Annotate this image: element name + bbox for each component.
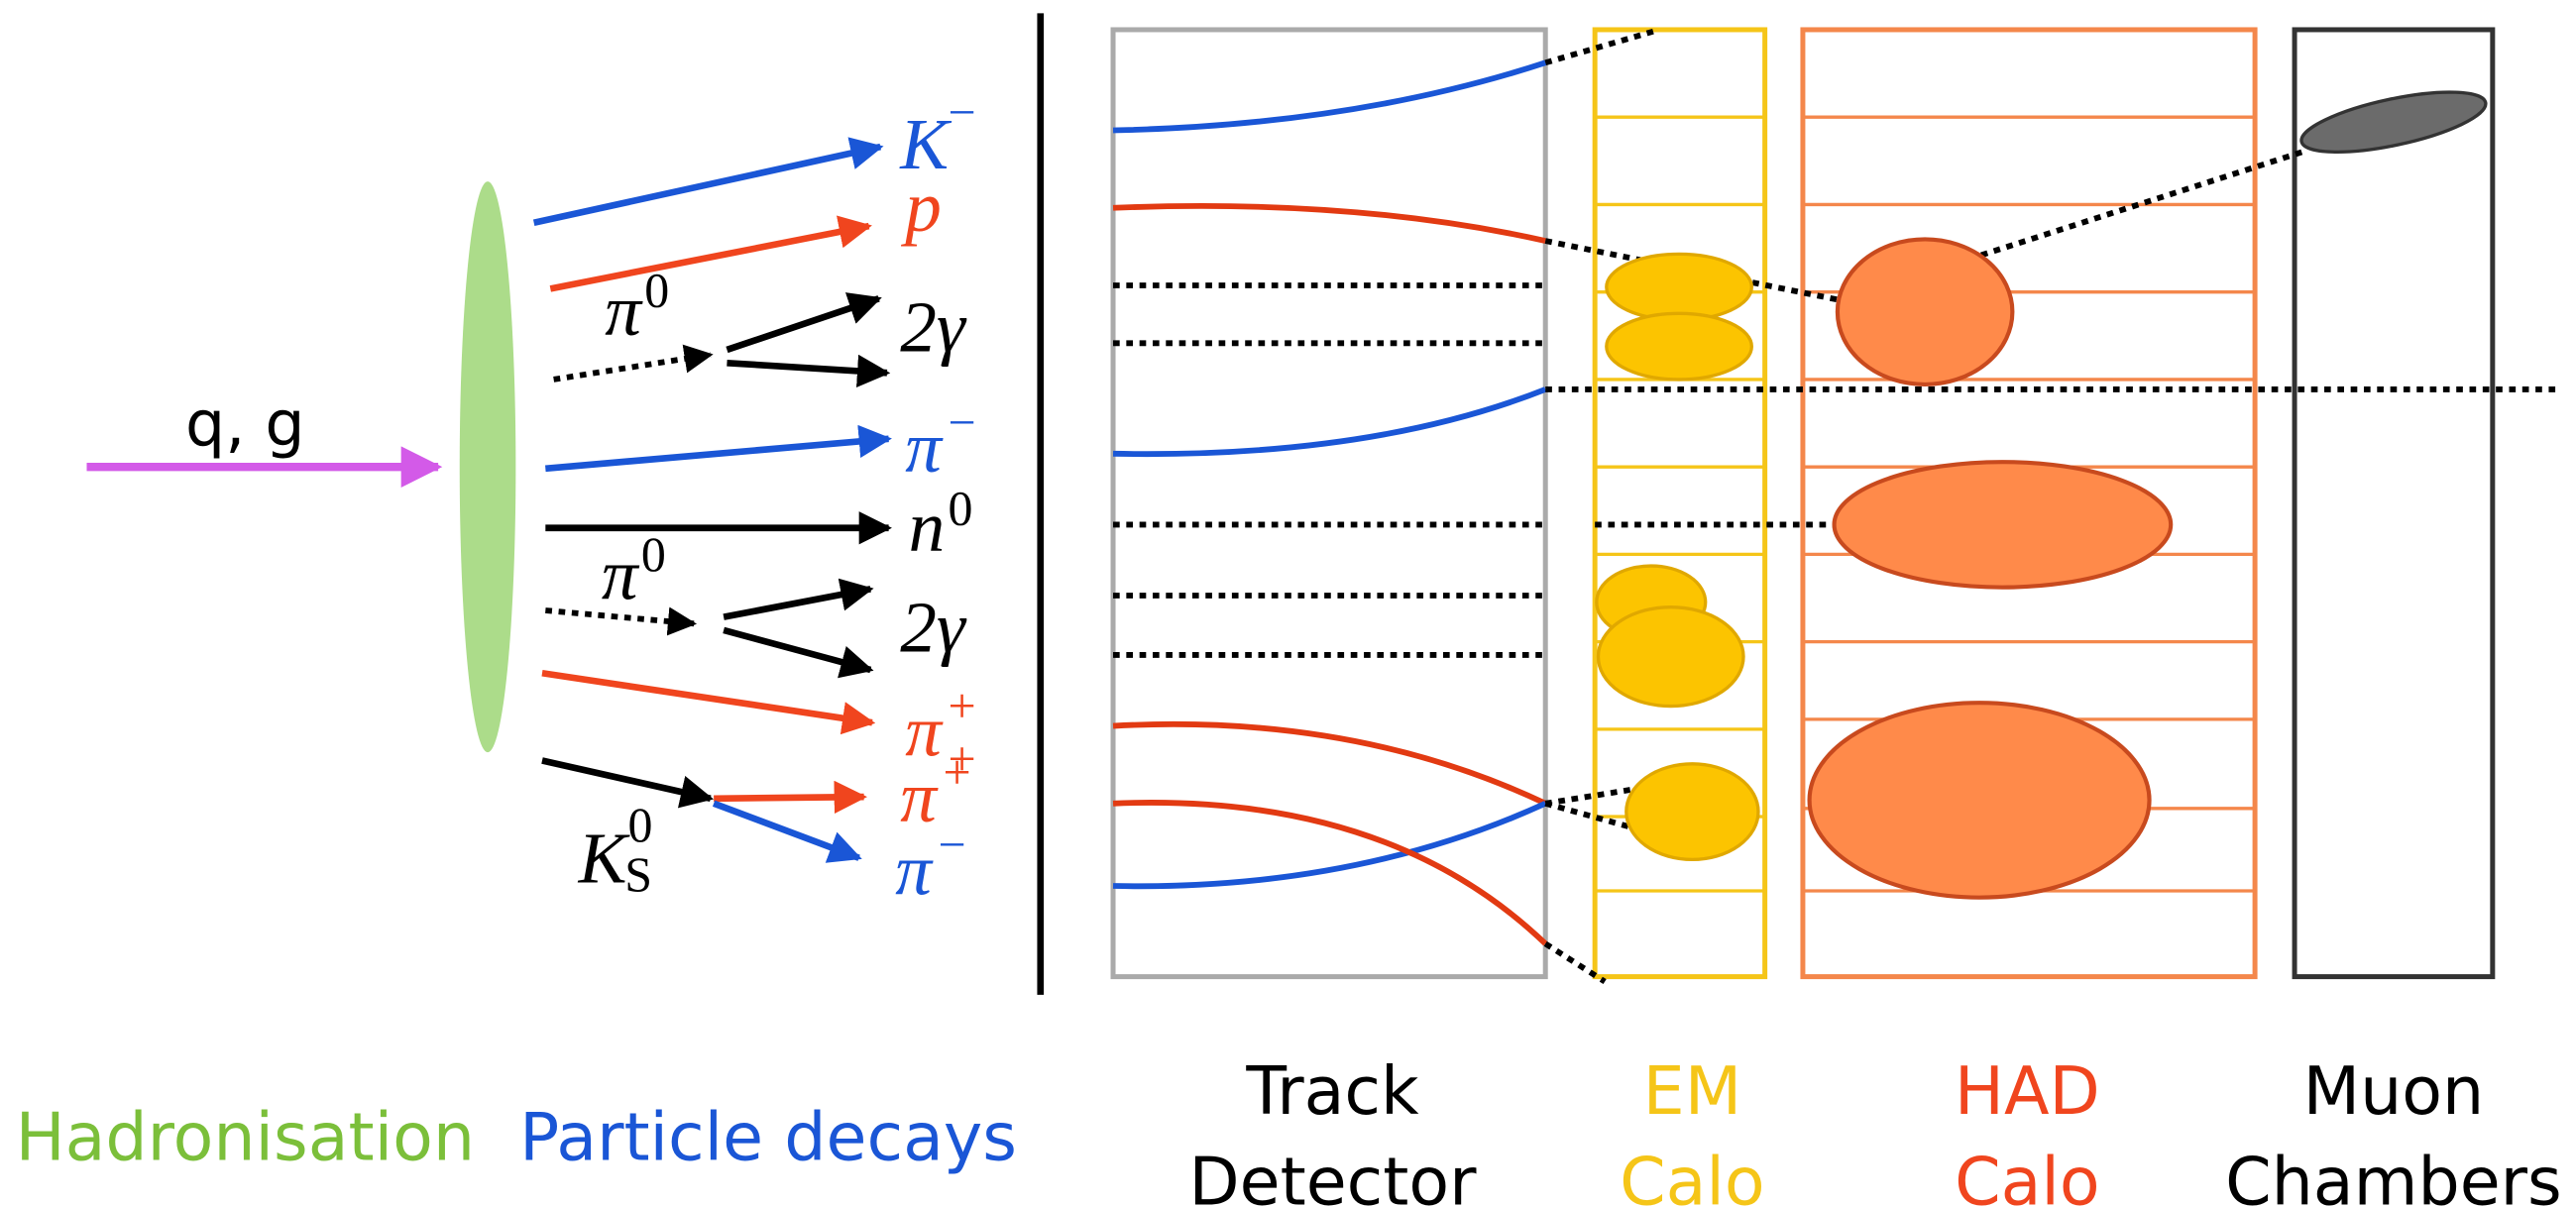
muon-hit bbox=[2296, 80, 2490, 164]
detector-label: EM bbox=[1643, 1052, 1742, 1130]
photon-arrow bbox=[727, 363, 886, 373]
particle-sub: S bbox=[624, 846, 652, 902]
detector-label: Calo bbox=[1620, 1143, 1765, 1206]
body: q, g K− p π0 2γ π− n0 π0 2γ π++ K0S π+ π… bbox=[0, 0, 2576, 1206]
particle-symbol: 2γ bbox=[900, 287, 967, 368]
detector-label: Track bbox=[1245, 1052, 1419, 1130]
track-arrow bbox=[550, 226, 868, 288]
photon-arrow bbox=[724, 630, 870, 670]
particle-symbol: π bbox=[905, 407, 944, 488]
particle-sup: 0 bbox=[949, 480, 973, 535]
particle-label: π− bbox=[905, 394, 975, 488]
particle-symbol: p bbox=[900, 166, 942, 247]
particle-label: π− bbox=[895, 817, 965, 910]
particle-symbol: π bbox=[895, 829, 934, 910]
diagram: q, g K− p π0 2γ π− n0 π0 2γ π++ K0S π+ π… bbox=[0, 0, 2576, 1206]
particle-symbol: π bbox=[602, 534, 640, 614]
particle-sup: 0 bbox=[644, 263, 669, 318]
em-showers bbox=[1597, 254, 1758, 859]
particle-label: p bbox=[900, 166, 942, 247]
particle-sup: 0 bbox=[628, 797, 653, 852]
particle-symbol: 2γ bbox=[900, 588, 967, 668]
photon-arrow bbox=[727, 298, 878, 350]
particle-label: 2γ bbox=[900, 287, 967, 368]
neutral-arrow bbox=[554, 355, 711, 380]
caption: Particle decays bbox=[519, 1098, 1017, 1175]
track-arrow bbox=[545, 439, 888, 469]
track-detector bbox=[1113, 30, 1545, 977]
muon-chambers bbox=[2295, 30, 2493, 977]
detector-label: HAD bbox=[1955, 1052, 2100, 1130]
detector-label: Detector bbox=[1188, 1143, 1477, 1206]
track-arrow bbox=[714, 797, 864, 799]
detector-label: Muon bbox=[2303, 1052, 2485, 1130]
detector-label: Calo bbox=[1955, 1143, 2100, 1206]
particle-symbol: n bbox=[909, 487, 946, 567]
photon-arrow bbox=[724, 589, 870, 616]
track-arrow bbox=[714, 804, 859, 858]
particle-sup: + bbox=[944, 744, 971, 800]
particle-label: 2γ bbox=[900, 588, 967, 668]
particle-symbol: π bbox=[605, 271, 643, 351]
detector-panel: Track Detector EM Calo HAD Calo Muon Cha… bbox=[1113, 30, 2562, 1206]
track-arrow bbox=[534, 147, 881, 223]
detector-label: Chambers bbox=[2225, 1143, 2562, 1206]
page: html,body{margin:0;padding:0;background:… bbox=[0, 0, 2576, 1206]
particle-sup: − bbox=[949, 394, 976, 450]
particle-symbol: π bbox=[900, 757, 939, 837]
track-arrow bbox=[542, 760, 711, 798]
caption: Hadronisation bbox=[16, 1098, 475, 1175]
had-showers bbox=[1810, 239, 2172, 897]
particle-sup: 0 bbox=[641, 526, 666, 582]
particle-sup: + bbox=[949, 678, 976, 733]
track-arrow bbox=[542, 673, 872, 722]
particle-sup: − bbox=[939, 817, 966, 872]
particle-sup: − bbox=[949, 84, 976, 140]
hadronisation-blob bbox=[460, 181, 516, 752]
input-label: q, g bbox=[185, 387, 305, 461]
particle-symbol: K bbox=[578, 819, 630, 899]
